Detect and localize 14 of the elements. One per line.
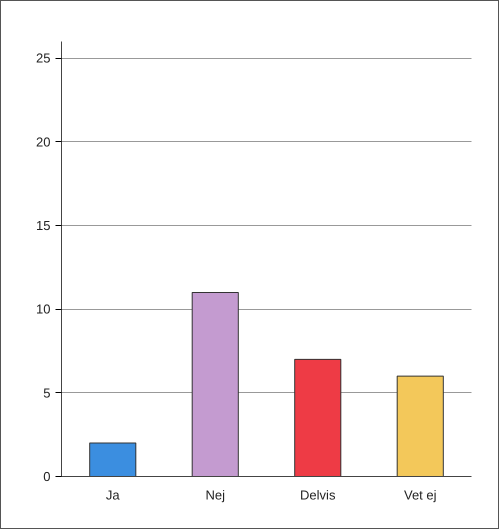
y-tick-label: 20 (36, 134, 51, 150)
bar (89, 442, 136, 476)
y-tick-label: 10 (36, 302, 51, 317)
y-tick-label: 15 (36, 218, 51, 234)
bar (396, 376, 444, 476)
bar (294, 358, 342, 476)
y-tick-label: 5 (43, 385, 51, 400)
y-tick-label: 0 (43, 469, 51, 484)
x-tick-label: Delvis (300, 488, 336, 502)
x-tick-label: Vet ej (404, 488, 437, 502)
x-tick-label: Nej (205, 488, 226, 502)
y-tick-label: 25 (36, 50, 51, 66)
bar (192, 292, 239, 476)
x-tick-label: Ja (106, 488, 120, 502)
